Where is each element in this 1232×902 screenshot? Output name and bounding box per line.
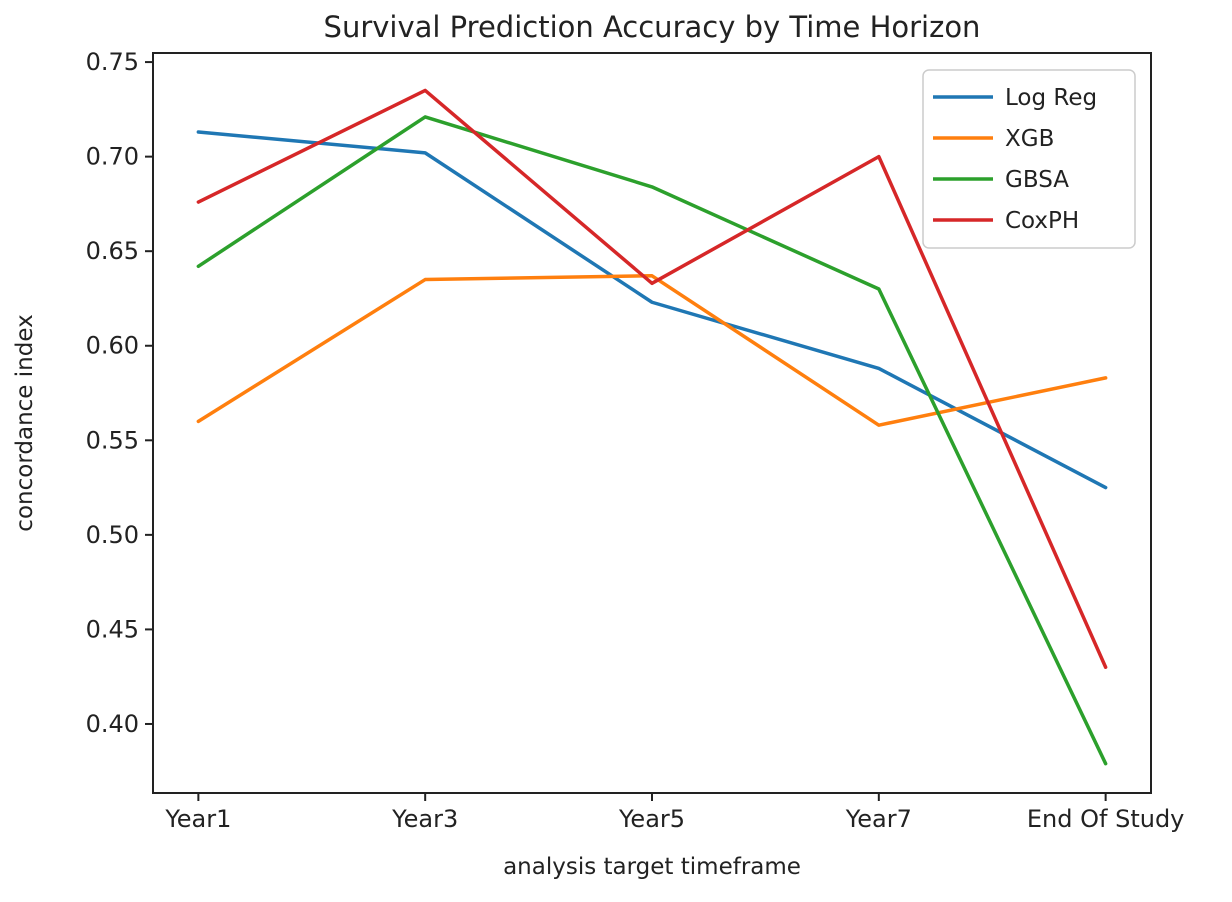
y-tick-label: 0.65 [86,237,139,265]
x-axis-label: analysis target timeframe [503,854,801,880]
y-tick-label: 0.40 [86,710,139,738]
y-tick-label: 0.55 [86,426,139,454]
legend-label-log-reg: Log Reg [1005,85,1097,111]
x-tick-label-end-of-study: End Of Study [1027,805,1185,833]
legend-label-xgb: XGB [1005,126,1054,152]
series-line-coxph [196,88,1108,669]
x-tick-label-year7: Year7 [845,805,912,833]
y-tick-label: 0.75 [86,48,139,76]
y-tick-label: 0.70 [86,143,139,171]
y-axis-label: concordance index [12,314,38,531]
plot-area: 0.40 0.45 0.50 0.55 0.60 0.65 0.70 0.75 Year1 Yea… [86,48,1185,833]
series-line-gbsa [196,115,1108,766]
y-tick-label: 0.60 [86,332,139,360]
legend-box [922,69,1136,249]
legend: Log Reg XGB GBSA CoxPH [922,69,1136,249]
chart-title: Survival Prediction Accuracy by Time Hor… [324,10,981,44]
x-tick-label-year1: Year1 [164,805,231,833]
y-tick-label: 0.50 [86,521,139,549]
legend-label-gbsa: GBSA [1005,167,1069,193]
legend-label-coxph: CoxPH [1005,208,1079,234]
y-tick-label: 0.45 [86,615,139,643]
x-tick-label-year3: Year3 [391,805,458,833]
x-tick-label-year5: Year5 [618,805,685,833]
series-line-xgb [196,274,1108,427]
